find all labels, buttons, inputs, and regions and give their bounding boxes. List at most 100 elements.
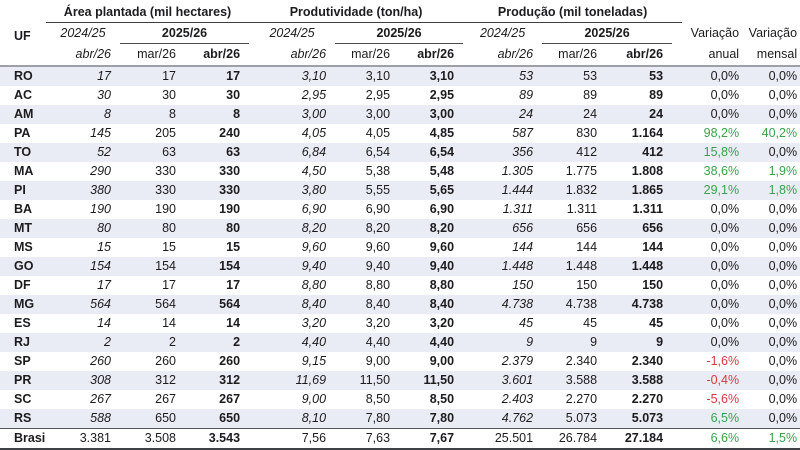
cell-yield-2024-25: 4,05 bbox=[301, 125, 327, 140]
cell-yield-mar26: 6,90 bbox=[365, 201, 391, 216]
cell-production-2024-25: 1.444 bbox=[501, 182, 534, 197]
cell-variation-monthly: 0,0% bbox=[768, 372, 798, 387]
cell-area-abr26: 330 bbox=[219, 163, 241, 178]
cell-production-2024-25: 2.403 bbox=[501, 391, 534, 406]
table-row: PI 380 330 330 3,80 5,55 5,65 1.444 1.832 1.865 29… bbox=[0, 180, 800, 200]
cell-yield-mar26: 4,40 bbox=[365, 334, 391, 349]
cell-production-2024-25: 1.448 bbox=[501, 258, 534, 273]
row-spacer bbox=[672, 238, 682, 257]
cell-variation-annual: 0,0% bbox=[710, 87, 740, 102]
row-label-uf: MS bbox=[14, 239, 33, 254]
cell-variation-annual: 38,6% bbox=[703, 163, 740, 178]
cell-area-mar26: 63 bbox=[162, 144, 176, 159]
row-spacer bbox=[672, 371, 682, 390]
row-spacer bbox=[672, 181, 682, 200]
cell-production-abr26: 1.865 bbox=[631, 182, 664, 197]
cell-area-abr26: 15 bbox=[226, 239, 241, 254]
cell-production-2024-25: 45 bbox=[519, 315, 534, 330]
cell-variation-annual: 0,0% bbox=[710, 239, 740, 254]
row-label-uf: RO bbox=[0, 64, 46, 86]
season-header-prev-area: 2024/25 bbox=[60, 26, 106, 41]
cell-variation-monthly: 0,0% bbox=[768, 353, 798, 368]
cell-production-2024-25: 4.762 bbox=[501, 410, 534, 425]
cell-yield-abr26: 9,00 bbox=[429, 353, 455, 368]
row-label-uf: AC bbox=[14, 87, 33, 102]
cell-area-2024-25: 145 bbox=[90, 125, 111, 140]
row-label-uf: PI bbox=[14, 182, 26, 197]
cell-area-mar26: 190 bbox=[155, 201, 176, 216]
cell-variation-annual: 0,0% bbox=[710, 277, 740, 292]
cell-yield-abr26: 9,40 bbox=[429, 258, 455, 273]
cell-area-2024-25: 260 bbox=[90, 353, 111, 368]
cell-yield-abr26: 8,50 bbox=[429, 391, 455, 406]
cell-area-2024-25: 17 bbox=[97, 277, 111, 292]
cell-production-2024-25: 150 bbox=[512, 277, 534, 292]
month-header-production-abr: abr/26 bbox=[626, 47, 664, 62]
cell-area-mar26: 17 bbox=[120, 64, 185, 86]
cell-variation-monthly: 1,5% bbox=[742, 427, 800, 450]
cell-area-abr26: 17 bbox=[226, 277, 241, 292]
cell-variation-annual: 0,0% bbox=[682, 64, 743, 86]
cell-area-2024-25: 308 bbox=[90, 372, 111, 387]
row-label-uf: DF bbox=[14, 277, 31, 292]
cell-variation-annual: -1,6% bbox=[706, 353, 740, 368]
cell-area-mar26: 330 bbox=[155, 182, 176, 197]
cell-area-2024-25: 2 bbox=[104, 334, 111, 349]
cell-production-mar26: 5.073 bbox=[565, 410, 598, 425]
row-spacer bbox=[672, 86, 682, 105]
cell-yield-2024-25: 4,40 bbox=[301, 334, 327, 349]
month-header-yield-abr: abr/26 bbox=[417, 47, 455, 62]
cell-yield-mar26: 3,20 bbox=[365, 315, 391, 330]
group-header-yield: Produtividade (ton/ha) bbox=[249, 2, 464, 23]
cell-production-abr26: 3.588 bbox=[631, 372, 664, 387]
cell-area-mar26: 260 bbox=[155, 353, 176, 368]
row-label-uf: MA bbox=[14, 163, 34, 178]
cell-yield-2024-25: 3,00 bbox=[301, 106, 327, 121]
cell-yield-2024-25: 9,15 bbox=[301, 353, 327, 368]
row-label-uf: BA bbox=[14, 201, 33, 216]
cell-production-mar26: 830 bbox=[576, 125, 598, 140]
cell-production-abr26: 53 bbox=[606, 64, 673, 86]
cell-area-abr26: 330 bbox=[219, 182, 241, 197]
cell-yield-2024-25: 11,69 bbox=[295, 372, 327, 387]
cell-variation-monthly: 0,0% bbox=[768, 106, 798, 121]
cell-variation-annual: 0,0% bbox=[710, 220, 740, 235]
cell-variation-monthly: 0,0% bbox=[768, 87, 798, 102]
cell-yield-abr26: 8,40 bbox=[429, 296, 455, 311]
row-spacer bbox=[672, 427, 683, 450]
cell-area-abr26: 564 bbox=[219, 296, 241, 311]
cell-area-2024-25: 80 bbox=[97, 220, 111, 235]
cell-area-abr26: 240 bbox=[219, 125, 241, 140]
cell-area-2024-25: 8 bbox=[104, 106, 111, 121]
cell-variation-annual: 0,0% bbox=[710, 334, 740, 349]
row-label-uf: RJ bbox=[14, 334, 30, 349]
cell-production-mar26: 1.448 bbox=[565, 258, 598, 273]
cell-area-2024-25: 14 bbox=[97, 315, 111, 330]
cell-production-2024-25: 24 bbox=[519, 106, 534, 121]
cell-production-mar26: 144 bbox=[576, 239, 598, 254]
cell-area-2024-25: 52 bbox=[97, 144, 111, 159]
cell-yield-2024-25: 2,95 bbox=[301, 87, 327, 102]
table-row: PA 145 205 240 4,05 4,05 4,85 587 830 1.164 98,2% 4… bbox=[0, 124, 800, 143]
cell-yield-abr26: 2,95 bbox=[429, 87, 455, 102]
cell-production-2024-25: 587 bbox=[512, 125, 534, 140]
cell-production-mar26: 45 bbox=[583, 315, 598, 330]
cell-production-abr26: 1.311 bbox=[632, 201, 664, 216]
cell-yield-mar26: 3,00 bbox=[365, 106, 391, 121]
column-header-variation-annual-line1: Variação bbox=[690, 25, 740, 40]
table-row: MG 564 564 564 8,40 8,40 8,40 4.738 4.738 4.738 0,… bbox=[0, 294, 800, 314]
cell-yield-mar26: 11,50 bbox=[359, 372, 391, 387]
cell-area-2024-25: 290 bbox=[90, 163, 111, 178]
table-row: MA 290 330 330 4,50 5,38 5,48 1.305 1.775 1.808 38… bbox=[0, 162, 800, 181]
cell-variation-annual: 15,8% bbox=[703, 144, 740, 159]
cell-area-2024-25: 30 bbox=[97, 87, 111, 102]
cell-production-mar26: 2.270 bbox=[565, 391, 598, 406]
cell-area-2024-25: 17 bbox=[46, 64, 120, 86]
cell-production-abr26: 4.738 bbox=[631, 296, 664, 311]
cell-yield-2024-25: 4,50 bbox=[301, 163, 327, 178]
cell-production-abr26: 1.164 bbox=[631, 125, 664, 140]
cell-variation-monthly: 0,0% bbox=[768, 258, 798, 273]
row-spacer bbox=[672, 352, 682, 371]
cell-yield-abr26: 3,00 bbox=[429, 106, 455, 121]
cell-production-abr26: 45 bbox=[649, 315, 664, 330]
